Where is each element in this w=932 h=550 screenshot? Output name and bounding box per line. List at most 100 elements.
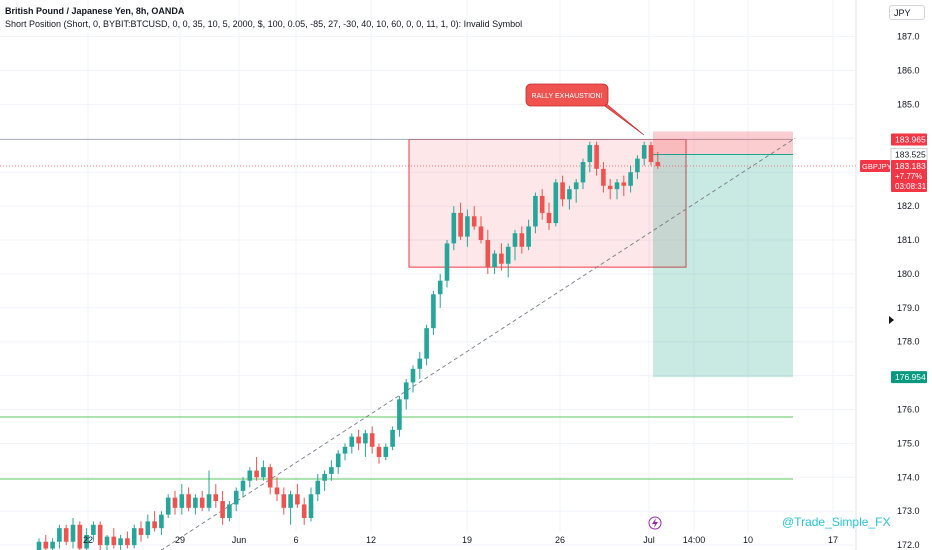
- time-tick-label: 10: [743, 535, 753, 545]
- time-tick-label: 26: [555, 535, 565, 545]
- candle-body: [342, 446, 348, 454]
- candle-body: [553, 182, 559, 224]
- candle-body: [492, 253, 497, 268]
- candle-body: [172, 497, 178, 508]
- lightning-bolt: [652, 518, 658, 528]
- candle-body: [50, 541, 55, 549]
- candle-body: [533, 195, 538, 227]
- candle-body: [152, 521, 157, 529]
- candle-body: [233, 490, 239, 505]
- candle-body: [220, 501, 225, 518]
- entry-price-label: 183.525: [895, 149, 926, 159]
- symbol-tag: GBPJPY: [862, 162, 892, 171]
- candle-body: [512, 233, 518, 247]
- callout-text: RALLY EXHAUSTION!: [532, 93, 603, 100]
- candle-body: [43, 541, 49, 549]
- candle-body: [546, 212, 552, 224]
- candle-body: [261, 467, 266, 478]
- candle-body: [560, 182, 565, 200]
- candle-body: [329, 467, 334, 474]
- candle-body: [458, 212, 463, 237]
- candle-body: [97, 524, 103, 546]
- candle-body: [628, 172, 633, 186]
- candle-body: [648, 145, 654, 163]
- candle-body: [70, 524, 76, 542]
- price-tick-label: 173.0: [897, 506, 920, 516]
- candle-body: [84, 534, 89, 549]
- price-tick-label: 178.0: [897, 337, 920, 347]
- candle-body: [274, 487, 280, 495]
- candle-body: [322, 473, 327, 481]
- candle-body: [111, 536, 117, 546]
- callout-box: [525, 83, 609, 107]
- time-axis[interactable]: 22 29 Jun 6 12 19 26 Jul 14:00 10 17: [83, 535, 838, 545]
- candle-body: [376, 446, 382, 457]
- take-profit-zone: [653, 154, 793, 378]
- price-tick-label: 175.0: [897, 438, 920, 448]
- time-tick-label: 6: [293, 535, 298, 545]
- candle-body: [131, 528, 137, 546]
- change-label: +7.77%: [895, 172, 922, 181]
- price-tick-label: 185.0: [897, 99, 920, 109]
- candle-body: [451, 212, 457, 244]
- time-tick-label: 22: [83, 535, 93, 545]
- symbol-tag-bg: [860, 160, 890, 173]
- candle-body: [410, 368, 416, 383]
- candle-body: [390, 429, 395, 447]
- candle-body: [607, 185, 613, 190]
- candle-body: [57, 528, 62, 542]
- range-box: [408, 138, 687, 268]
- candle-body: [227, 504, 232, 518]
- candle-body: [281, 494, 287, 508]
- stop-price-label: 183.965: [895, 134, 926, 144]
- candle-body: [77, 524, 83, 549]
- time-tick-label: 12: [366, 535, 376, 545]
- candle-body: [91, 524, 96, 535]
- stop-loss-zone: [653, 131, 793, 155]
- price-tick-label: 174.0: [897, 472, 920, 482]
- candle-body: [437, 280, 443, 295]
- candle-body: [104, 536, 110, 546]
- candle-body: [125, 538, 130, 546]
- candle-body: [485, 240, 491, 268]
- price-axis[interactable]: 172.0173.0174.0175.0176.0177.0178.0179.0…: [648, 32, 928, 550]
- candle-body: [193, 497, 198, 508]
- currency-selector[interactable]: JPY: [889, 5, 925, 20]
- candle-body: [247, 470, 253, 481]
- chart-title: British Pound / Japanese Yen, 8h, OANDA: [5, 6, 185, 16]
- price-tick-label: 187.0: [897, 32, 920, 42]
- candle-body: [301, 504, 307, 518]
- price-tick-label: 172.0: [897, 540, 920, 550]
- candle-body: [63, 528, 69, 542]
- candle-body: [369, 433, 375, 447]
- price-tick-label: 181.0: [897, 235, 920, 245]
- last-price-label: 183.183: [895, 161, 926, 171]
- candle-body: [206, 494, 212, 508]
- author-watermark: @Trade_Simple_FX: [782, 515, 891, 529]
- candle-body: [213, 494, 219, 502]
- candle-body: [594, 145, 599, 169]
- candle-body: [641, 145, 647, 159]
- candle-body: [356, 436, 361, 444]
- target-price-label-bg: [891, 371, 927, 384]
- price-tick-label: 182.0: [897, 201, 920, 211]
- candle-body: [288, 494, 293, 508]
- price-tick-label: 180.0: [897, 269, 920, 279]
- candle-body: [567, 189, 572, 200]
- candle-body: [431, 294, 436, 329]
- candle-body: [478, 226, 484, 241]
- candle-body: [465, 216, 470, 237]
- candle-body: [363, 433, 368, 444]
- price-tick-label: 186.0: [897, 66, 920, 76]
- study-legend[interactable]: Short Position (Short, 0, BYBIT:BTCUSD, …: [5, 19, 523, 29]
- time-tick-label: 29: [175, 535, 185, 545]
- candle-body: [505, 246, 511, 264]
- candle-body: [635, 158, 640, 173]
- candle-body: [519, 233, 525, 247]
- candle-body: [580, 162, 586, 183]
- candle-body: [295, 494, 300, 505]
- price-tick-label: 179.0: [897, 303, 920, 313]
- trend-line: [160, 137, 796, 550]
- time-tick-label: Jun: [232, 535, 247, 545]
